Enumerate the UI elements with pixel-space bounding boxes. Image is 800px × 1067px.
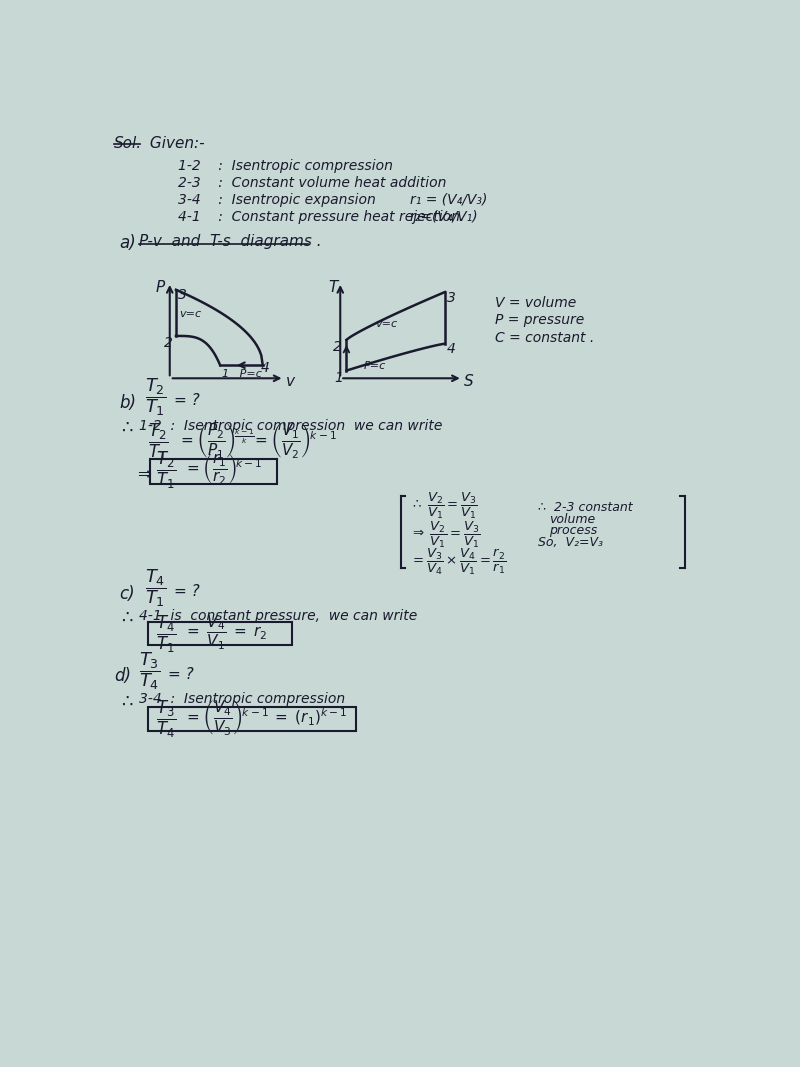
Text: $\dfrac{T_4}{T_1}$: $\dfrac{T_4}{T_1}$ bbox=[156, 615, 176, 655]
Text: Sol.: Sol. bbox=[114, 136, 142, 150]
Text: P-v  and  T-s  diagrams .: P-v and T-s diagrams . bbox=[138, 235, 322, 250]
Text: $\dfrac{T_4}{T_1}$: $\dfrac{T_4}{T_1}$ bbox=[145, 568, 166, 609]
Text: 1: 1 bbox=[334, 370, 343, 384]
Text: 1-2  :  Isentropic compression  we can write: 1-2 : Isentropic compression we can writ… bbox=[138, 419, 442, 433]
Text: 1   P=c: 1 P=c bbox=[222, 369, 262, 379]
Text: ∴: ∴ bbox=[122, 419, 133, 437]
Text: $\dfrac{T_3}{T_4}$: $\dfrac{T_3}{T_4}$ bbox=[156, 699, 176, 740]
Text: P = pressure: P = pressure bbox=[495, 313, 585, 327]
Text: $\dfrac{T_2}{T_1}$: $\dfrac{T_2}{T_1}$ bbox=[156, 450, 176, 491]
Text: a): a) bbox=[119, 235, 136, 252]
Text: $\dfrac{T_3}{T_4}$: $\dfrac{T_3}{T_4}$ bbox=[138, 650, 160, 691]
Text: $\Rightarrow\;\dfrac{V_2}{V_1} = \dfrac{V_3}{V_1}$: $\Rightarrow\;\dfrac{V_2}{V_1} = \dfrac{… bbox=[410, 520, 480, 550]
Text: 3-4    :  Isentropic expansion: 3-4 : Isentropic expansion bbox=[178, 193, 375, 207]
Text: r₂=(V₄/V₁): r₂=(V₄/V₁) bbox=[410, 209, 478, 224]
Text: $= \left(\dfrac{V_1}{V_2}\right)^{\!k-1}$: $= \left(\dfrac{V_1}{V_2}\right)^{\!k-1}… bbox=[252, 421, 337, 460]
Text: Given:-: Given:- bbox=[145, 136, 205, 150]
Text: = ?: = ? bbox=[174, 584, 200, 599]
Text: b): b) bbox=[119, 394, 136, 412]
Text: So,  V₂=V₃: So, V₂=V₃ bbox=[538, 536, 603, 550]
Text: 3: 3 bbox=[178, 288, 187, 302]
Text: 1-2    :  Isentropic compression: 1-2 : Isentropic compression bbox=[178, 159, 392, 173]
Text: = ?: = ? bbox=[174, 393, 200, 408]
Text: ⇒: ⇒ bbox=[138, 465, 151, 483]
Text: 4: 4 bbox=[262, 362, 270, 376]
Text: $\therefore\;\dfrac{V_2}{V_1} = \dfrac{V_3}{V_1}$: $\therefore\;\dfrac{V_2}{V_1} = \dfrac{V… bbox=[410, 490, 478, 521]
Text: V = volume: V = volume bbox=[495, 296, 577, 309]
Text: v=c: v=c bbox=[179, 309, 201, 319]
Bar bbox=[148, 622, 292, 646]
Text: 2-3    :  Constant volume heat addition: 2-3 : Constant volume heat addition bbox=[178, 176, 446, 190]
Bar bbox=[148, 707, 356, 731]
Text: $=\;\left(r_1\right)^{k-1}$: $=\;\left(r_1\right)^{k-1}$ bbox=[272, 707, 347, 729]
Text: 4-1    :  Constant pressure heat rejection.: 4-1 : Constant pressure heat rejection. bbox=[178, 209, 464, 224]
Text: ∴  2-3 constant: ∴ 2-3 constant bbox=[538, 501, 633, 514]
Text: ∴: ∴ bbox=[122, 692, 133, 711]
Text: c): c) bbox=[119, 585, 135, 603]
Text: 2: 2 bbox=[163, 336, 173, 350]
Text: 2: 2 bbox=[333, 339, 342, 354]
Bar bbox=[150, 459, 277, 483]
Text: 4-1  is  constant pressure,  we can write: 4-1 is constant pressure, we can write bbox=[138, 609, 417, 623]
Text: = ?: = ? bbox=[168, 667, 194, 682]
Text: T: T bbox=[329, 281, 338, 296]
Text: C = constant .: C = constant . bbox=[495, 332, 594, 346]
Text: r₁ = (V₄/V₃): r₁ = (V₄/V₃) bbox=[410, 193, 487, 207]
Text: $\dfrac{T_2}{T_1}$: $\dfrac{T_2}{T_1}$ bbox=[148, 421, 168, 463]
Text: $=\;\dfrac{V_4}{V_1}\;=\;r_2$: $=\;\dfrac{V_4}{V_1}\;=\;r_2$ bbox=[184, 615, 267, 652]
Text: P=c: P=c bbox=[363, 361, 386, 370]
Text: volume: volume bbox=[550, 513, 596, 526]
Text: v=c: v=c bbox=[375, 319, 398, 329]
Text: v: v bbox=[286, 375, 295, 389]
Text: $= \left(\dfrac{P_2}{P_1}\right)^{\!\frac{k-1}{k}}$: $= \left(\dfrac{P_2}{P_1}\right)^{\!\fra… bbox=[178, 421, 254, 460]
Text: $\dfrac{T_2}{T_1}$: $\dfrac{T_2}{T_1}$ bbox=[145, 377, 166, 418]
Text: d): d) bbox=[114, 667, 131, 685]
Text: ∴: ∴ bbox=[122, 609, 133, 627]
Text: $= \left(\dfrac{r_1}{r_2}\right)^{\!k-1}$: $= \left(\dfrac{r_1}{r_2}\right)^{\!k-1}… bbox=[184, 451, 262, 487]
Text: $=\dfrac{V_3}{V_4}\times\dfrac{V_4}{V_1} = \dfrac{r_2}{r_1}$: $=\dfrac{V_3}{V_4}\times\dfrac{V_4}{V_1}… bbox=[410, 546, 506, 576]
Text: process: process bbox=[550, 524, 598, 537]
Text: $= \left(\dfrac{V_4}{V_3}\right)^{\!k-1}$: $= \left(\dfrac{V_4}{V_3}\right)^{\!k-1}… bbox=[184, 699, 269, 737]
Text: 4: 4 bbox=[447, 343, 456, 356]
Text: P: P bbox=[156, 281, 165, 296]
Text: 3: 3 bbox=[447, 290, 456, 304]
Text: S: S bbox=[464, 375, 474, 389]
Text: 3-4  :  Isentropic compression: 3-4 : Isentropic compression bbox=[138, 692, 345, 706]
